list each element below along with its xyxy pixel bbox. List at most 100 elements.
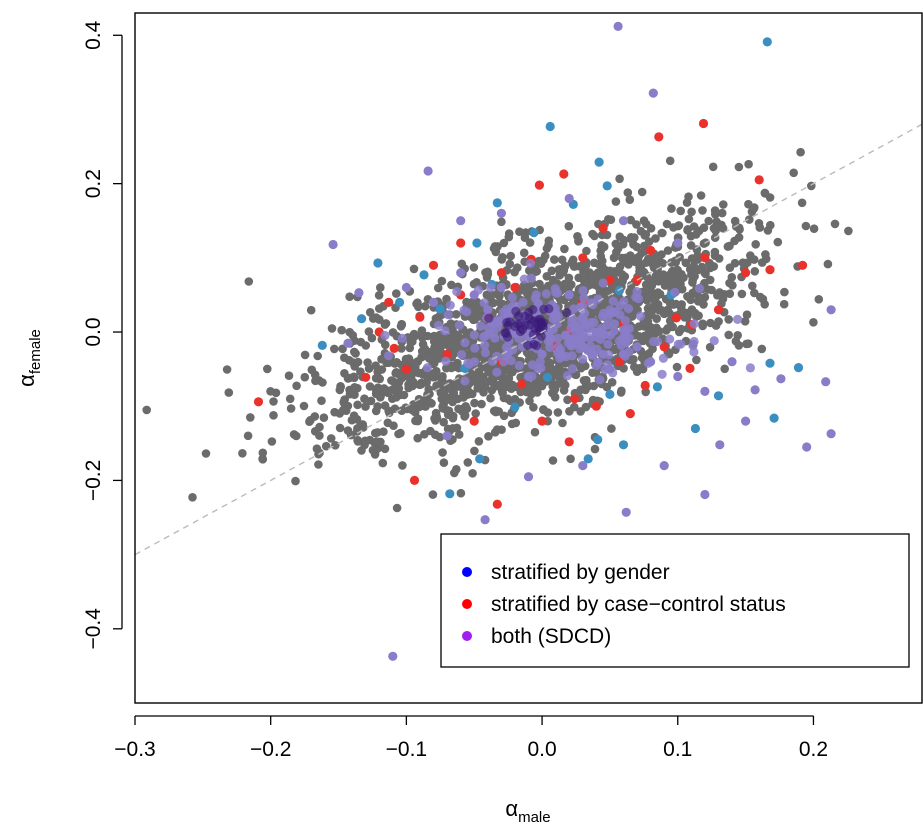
data-point: [625, 409, 635, 419]
data-point: [545, 121, 555, 132]
data-point: [745, 363, 756, 373]
data-point: [733, 314, 743, 324]
data-point: [472, 238, 482, 248]
data-point: [492, 367, 502, 377]
background-point: [660, 281, 670, 290]
data-point: [462, 307, 472, 317]
background-point: [470, 398, 479, 408]
background-point: [330, 344, 339, 354]
background-point: [630, 233, 639, 242]
background-point: [605, 266, 615, 276]
background-point: [544, 281, 553, 291]
background-point: [711, 321, 721, 330]
data-point: [486, 283, 496, 293]
data-point: [553, 311, 563, 321]
data-point: [513, 311, 524, 321]
data-point: [533, 364, 543, 374]
background-point: [315, 431, 324, 440]
background-point: [422, 378, 432, 387]
data-point: [484, 313, 494, 323]
background-point: [373, 402, 382, 411]
data-point: [713, 391, 724, 401]
data-point: [579, 293, 589, 303]
data-point: [765, 265, 775, 275]
background-point: [335, 423, 345, 433]
data-point: [640, 380, 650, 391]
background-point: [448, 397, 457, 407]
background-point: [755, 223, 765, 232]
data-point: [495, 317, 505, 327]
background-point: [521, 284, 531, 294]
background-point: [619, 364, 628, 373]
data-point: [517, 379, 527, 389]
data-point: [598, 278, 608, 288]
background-point: [417, 396, 427, 406]
background-point: [576, 407, 585, 416]
data-point: [602, 360, 613, 370]
background-point: [823, 259, 833, 269]
background-point: [814, 295, 824, 304]
background-point: [360, 394, 369, 404]
data-point: [518, 297, 528, 307]
background-point: [377, 354, 386, 364]
data-point: [343, 338, 353, 348]
background-point: [404, 380, 413, 389]
background-point: [590, 231, 599, 241]
data-point: [619, 296, 629, 307]
data-point: [510, 402, 520, 412]
background-point: [306, 305, 316, 315]
data-point: [445, 300, 455, 310]
background-point: [830, 219, 840, 229]
background-point: [542, 272, 552, 281]
background-point: [430, 343, 440, 353]
data-point: [383, 351, 394, 361]
background-point: [399, 390, 409, 400]
data-point: [689, 319, 699, 329]
legend-label: both (SDCD): [491, 625, 611, 648]
background-point: [661, 307, 670, 316]
background-point: [615, 174, 624, 184]
background-point: [456, 488, 466, 498]
background-point: [413, 433, 423, 443]
background-point: [409, 329, 419, 339]
data-point: [727, 357, 737, 367]
background-point: [372, 373, 382, 383]
y-tick-label: 0.4: [82, 20, 105, 50]
background-point: [486, 393, 495, 403]
background-point: [559, 386, 569, 395]
background-point: [345, 292, 354, 302]
background-point: [412, 299, 421, 309]
background-point: [621, 253, 631, 263]
background-point: [507, 384, 516, 394]
background-point: [497, 217, 506, 227]
background-point: [588, 368, 597, 378]
data-point: [694, 283, 705, 293]
background-point: [617, 270, 627, 279]
data-point: [562, 371, 573, 381]
background-point: [667, 204, 676, 213]
background-point: [351, 349, 360, 358]
y-tick-label: 0.2: [82, 169, 105, 198]
data-point: [518, 324, 528, 334]
background-point: [602, 230, 612, 240]
background-point: [392, 393, 401, 402]
data-point: [643, 358, 653, 368]
background-point: [530, 427, 540, 437]
background-point: [725, 289, 735, 299]
background-point: [692, 312, 701, 321]
background-point: [450, 468, 459, 478]
data-point: [654, 132, 664, 142]
background-point: [439, 458, 449, 468]
y-axis: −0.4 −0.2 0.0 0.2 0.4: [82, 20, 123, 650]
background-point: [639, 319, 649, 328]
background-point: [305, 417, 314, 427]
background-point: [438, 448, 447, 457]
background-point: [468, 469, 477, 478]
background-point: [319, 413, 329, 423]
background-point: [711, 226, 720, 235]
data-point: [492, 499, 502, 509]
background-point: [480, 383, 490, 392]
data-point: [700, 489, 710, 500]
background-point: [663, 246, 673, 255]
data-point: [621, 507, 631, 517]
